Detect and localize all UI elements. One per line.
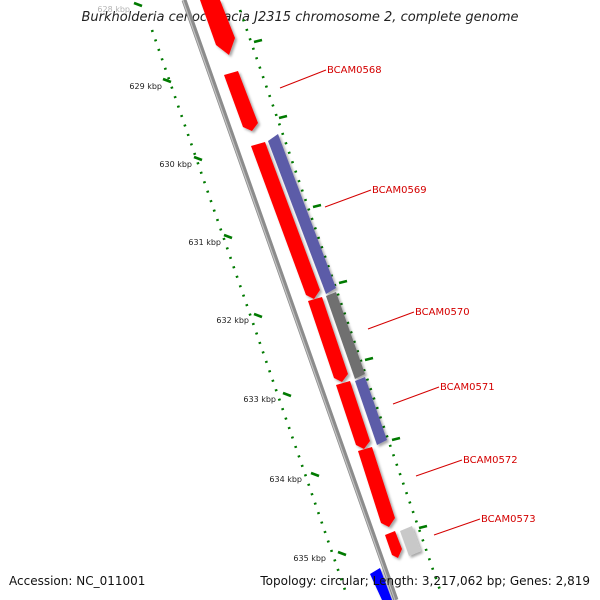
gene-label-bcam0570[interactable]: BCAM0570: [415, 307, 470, 318]
connector-bcam0573: [433, 518, 481, 536]
gene-label-bcam0572[interactable]: BCAM0572: [463, 455, 518, 466]
kbp-label-633: 633 kbp: [243, 395, 276, 404]
accession-label: Accession: NC_011001: [9, 574, 146, 588]
connector-bcam0569: [324, 189, 372, 208]
kbp-label-632: 632 kbp: [216, 316, 249, 325]
outer-tick-2: [278, 114, 288, 120]
kbp-label-629: 629 kbp: [129, 82, 162, 91]
gene-label-bcam0568[interactable]: BCAM0568: [327, 65, 382, 76]
kbp-label-631: 631 kbp: [188, 238, 221, 247]
tick-mark-635: [337, 550, 347, 557]
gene-arrow-bcam0569-fwd[interactable]: [251, 142, 320, 299]
connector-bcam0568: [279, 69, 327, 89]
gene-arrow-bcam0570[interactable]: [326, 292, 365, 379]
kbp-label-635: 635 kbp: [293, 554, 326, 563]
gene-arrow-bcam0573[interactable]: [400, 526, 421, 556]
outer-tick-7: [418, 524, 428, 530]
genome-stats-label: Topology: circular; Length: 3,217,062 bp…: [260, 574, 590, 588]
gene-label-bcam0573[interactable]: BCAM0573: [481, 514, 536, 525]
gene-arrow-bcam0567[interactable]: [200, 0, 235, 55]
outer-scale-ring: [238, 9, 442, 591]
kbp-label-634: 634 kbp: [269, 475, 302, 484]
gene-arrow-bcam0572[interactable]: [358, 447, 395, 527]
gene-arrow-bcam0574[interactable]: [370, 568, 392, 600]
kbp-label-628: 628 kbp: [97, 5, 130, 14]
kbp-tick-marks: [133, 1, 428, 557]
tick-mark-634: [310, 471, 320, 478]
connector-bcam0571: [392, 386, 440, 405]
gene-arrow-bcam0568[interactable]: [224, 71, 258, 131]
outer-tick-6: [391, 436, 401, 442]
connector-bcam0570: [367, 311, 415, 330]
tick-mark-628: [133, 1, 143, 8]
gene-label-bcam0569[interactable]: BCAM0569: [372, 185, 427, 196]
gene-arrow-bcam0573-fwd[interactable]: [385, 531, 402, 558]
kbp-label-630: 630 kbp: [159, 160, 192, 169]
outer-tick-4: [338, 279, 348, 285]
tick-mark-633: [282, 391, 292, 398]
gene-label-bcam0571[interactable]: BCAM0571: [440, 382, 495, 393]
connector-bcam0572: [415, 459, 463, 477]
tick-mark-631: [223, 233, 233, 240]
gene-arrow-bcam0571-fwd[interactable]: [336, 381, 370, 449]
gene-arrow-bcam0570-fwd[interactable]: [308, 297, 348, 382]
outer-tick-5: [364, 356, 374, 362]
outer-tick-3: [312, 203, 322, 209]
gene-label-connectors: [279, 69, 481, 536]
backbone: [181, 0, 399, 600]
gene-arrow-bcam0569[interactable]: [268, 134, 336, 294]
forward-genes: [200, 0, 402, 558]
kbp-labels: 628 kbp 629 kbp 630 kbp 631 kbp 632 kbp …: [97, 5, 326, 563]
gene-arrow-bcam0571[interactable]: [355, 377, 387, 445]
tick-mark-630: [193, 155, 203, 162]
tick-mark-632: [253, 312, 263, 319]
reverse-genes: [268, 134, 421, 600]
tick-mark-629: [162, 77, 172, 84]
outer-tick-1: [253, 38, 263, 44]
gene-labels: BCAM0568 BCAM0569 BCAM0570 BCAM0571 BCAM…: [327, 65, 536, 525]
